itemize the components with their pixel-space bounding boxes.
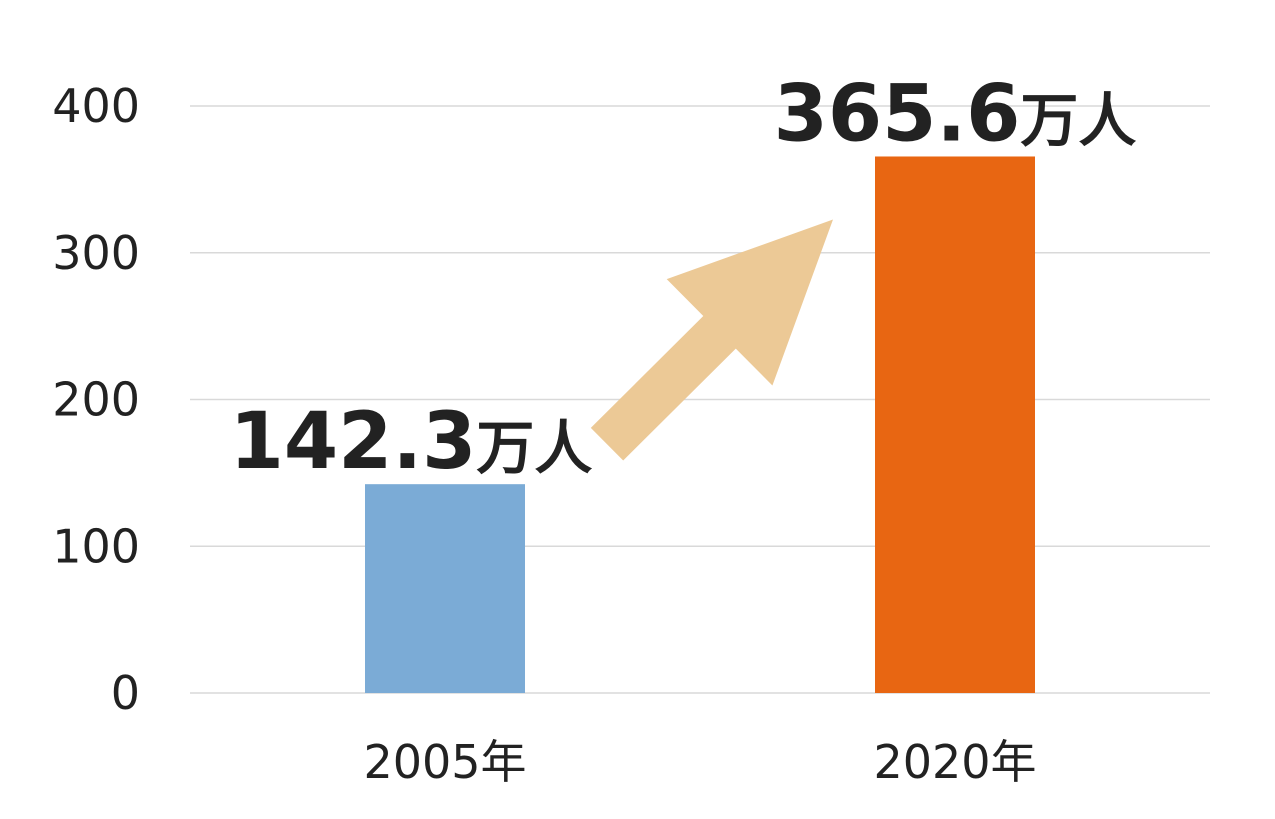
y-tick-label: 200 [52, 373, 140, 427]
y-tick-label: 300 [52, 226, 140, 280]
y-axis-ticks: 0 100 200 300 400 [52, 79, 140, 720]
data-label: 142.3万人 [230, 397, 593, 487]
data-label: 365.6万人 [774, 69, 1137, 159]
upward-arrow [590, 219, 833, 461]
y-tick-label: 400 [52, 79, 140, 133]
gridlines [190, 105, 1210, 694]
x-axis-categories: 2005年 2020年 [363, 735, 1036, 789]
data-label-unit: 万人 [476, 414, 592, 482]
bar-2005年 [365, 484, 525, 693]
data-label-value: 142.3 [230, 397, 477, 487]
bar-2020年 [875, 156, 1035, 693]
x-category-label: 2005年 [363, 735, 526, 789]
data-label-unit: 万人 [1020, 86, 1136, 154]
y-tick-label: 100 [52, 519, 140, 573]
bars [365, 156, 1035, 693]
x-category-label: 2020年 [873, 735, 1036, 789]
data-label-value: 365.6 [774, 69, 1021, 159]
y-tick-label: 0 [111, 666, 140, 720]
